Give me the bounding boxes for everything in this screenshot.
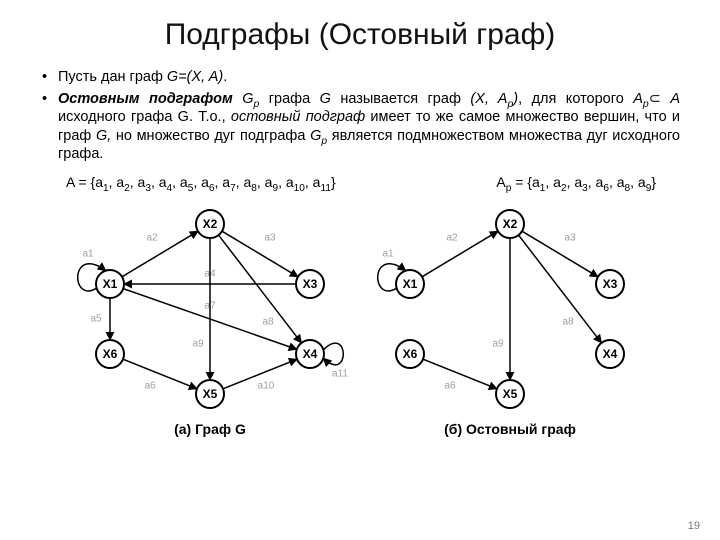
edge-a8 [519, 235, 602, 343]
graph-G: a1a2a3a4a5a6a7a8a9a10a11X1X2X3X4X5X6 [60, 194, 360, 414]
bullet-2: Остовным подграфом Gp графа G называется… [40, 90, 680, 164]
edge-label-a3: a3 [264, 232, 276, 243]
edge-a2 [422, 231, 498, 277]
node-label-x1: X1 [403, 277, 418, 291]
set-Ap: Ap = {a1, a2, a3, a6, a8, a9} [496, 174, 656, 190]
node-label-x6: X6 [403, 347, 418, 361]
edge-a6 [423, 359, 497, 389]
set-row: A = {a1, a2, a3, a4, a5, a6, a7, a8, a9,… [66, 174, 656, 190]
graph-Gp: a1 a2 a3 a6 a8 a9 X1 X2 X3 X4 X5 X6 [360, 194, 660, 414]
node-label-x4: X4 [603, 347, 618, 361]
edge-label-a11: a11 [332, 368, 348, 379]
edge-label-a6: a6 [444, 380, 456, 391]
bullet-1: Пусть дан граф G=(X, A). [40, 68, 680, 87]
node-label-x5: X5 [203, 387, 218, 401]
graph-right-wrap: a1 a2 a3 a6 a8 a9 X1 X2 X3 X4 X5 X6 (б) Остовный гр… [360, 194, 660, 437]
edge-label-a2: a2 [446, 232, 458, 243]
node-label-x2: X2 [203, 217, 218, 231]
edge-a6 [123, 359, 197, 389]
caption-left: (а) Граф G [60, 421, 360, 437]
node-label-x6: X6 [103, 347, 118, 361]
node-label-x4: X4 [303, 347, 318, 361]
slide: Подграфы (Остовный граф) Пусть дан граф … [0, 0, 720, 540]
node-label-x3: X3 [303, 277, 318, 291]
node-label-x2: X2 [503, 217, 518, 231]
edge-label-a2: a2 [146, 232, 158, 243]
set-A: A = {a1, a2, a3, a4, a5, a6, a7, a8, a9,… [66, 174, 336, 190]
edge-label-a8: a8 [262, 316, 274, 327]
node-label-x5: X5 [503, 387, 518, 401]
edge-label-a1: a1 [82, 248, 94, 259]
edge-label-a9: a9 [492, 338, 504, 349]
node-label-x3: X3 [603, 277, 618, 291]
edge-label-a9: a9 [192, 338, 204, 349]
edge-label-a8: a8 [562, 316, 574, 327]
edge-label-a1: a1 [382, 248, 394, 259]
edge-label-a10: a10 [258, 380, 275, 391]
graphs-row: a1a2a3a4a5a6a7a8a9a10a11X1X2X3X4X5X6 (а)… [60, 194, 660, 437]
edge-label-a5: a5 [90, 313, 102, 324]
graph-left-wrap: a1a2a3a4a5a6a7a8a9a10a11X1X2X3X4X5X6 (а)… [60, 194, 360, 437]
edge-a2 [122, 231, 198, 277]
page-number: 19 [688, 520, 700, 532]
caption-right: (б) Остовный граф [360, 421, 660, 437]
edge-label-a6: a6 [144, 380, 156, 391]
bullet-list: Пусть дан граф G=(X, A). Остовным подгра… [40, 68, 680, 164]
page-title: Подграфы (Остовный граф) [34, 18, 686, 52]
edge-label-a3: a3 [564, 232, 576, 243]
edge-a11 [323, 343, 343, 365]
node-label-x1: X1 [103, 277, 118, 291]
